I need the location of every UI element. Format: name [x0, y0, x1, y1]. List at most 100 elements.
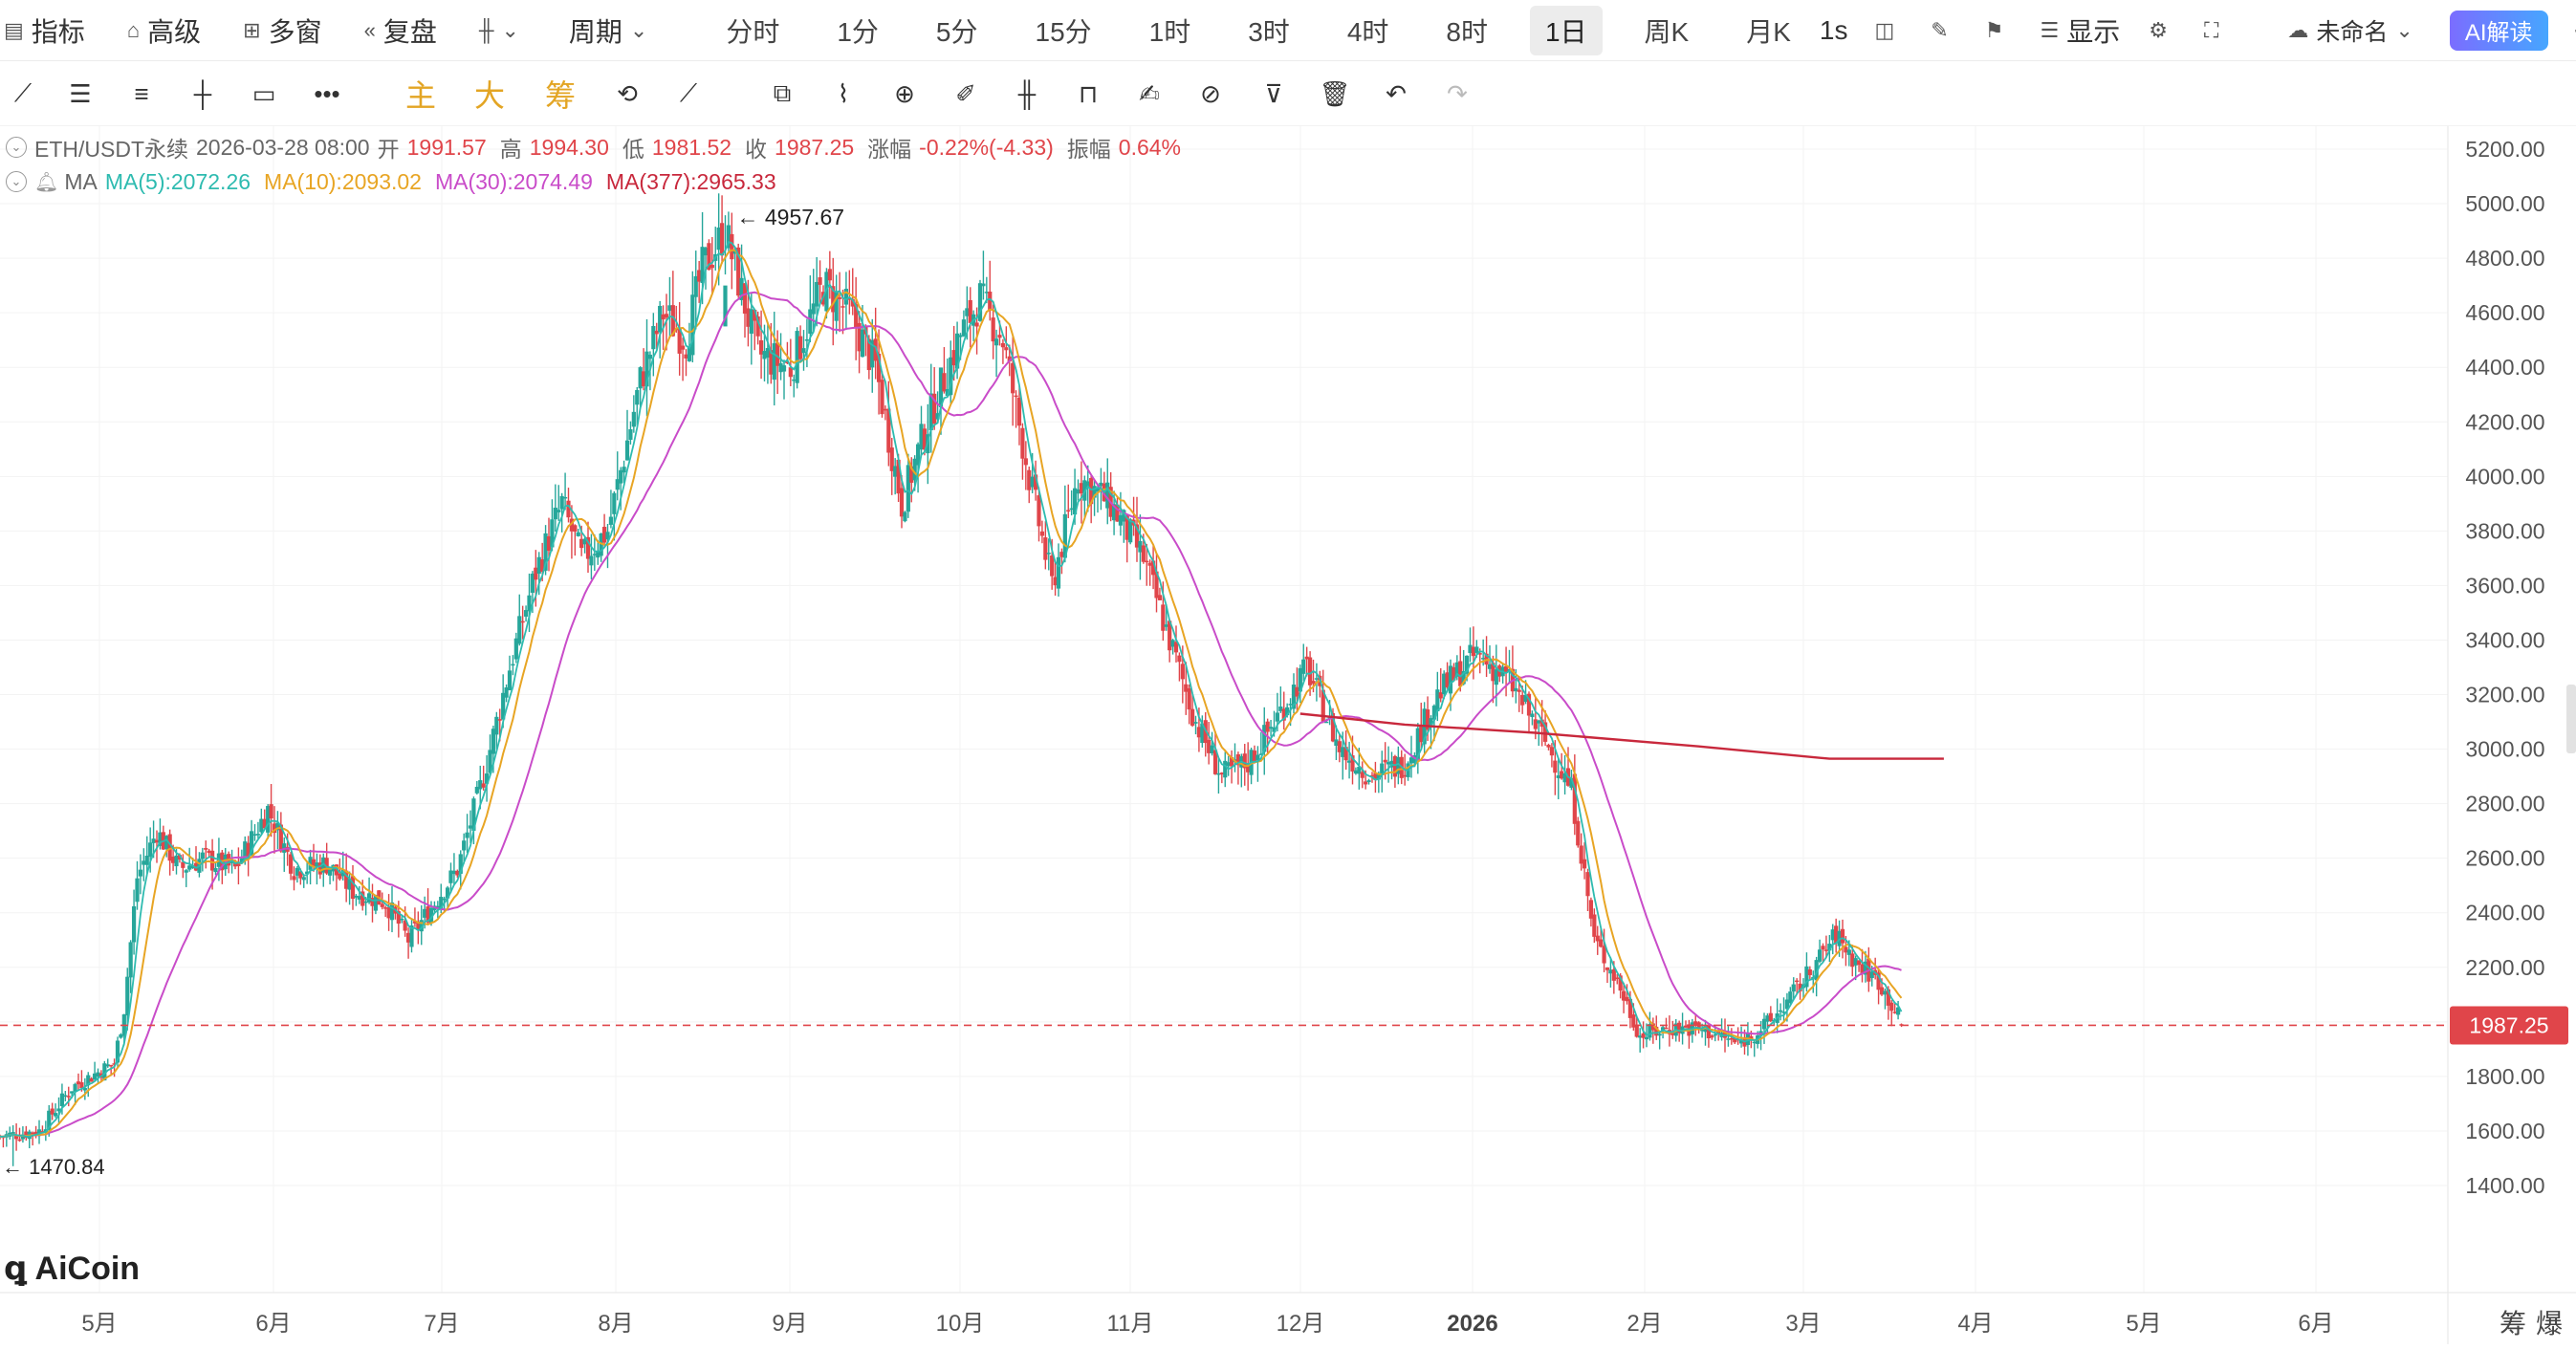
share-button[interactable]: ⋖ — [2573, 0, 2576, 61]
settings-button[interactable]: ⚙ — [2149, 0, 2175, 61]
period-10[interactable]: 月K — [1731, 6, 1806, 55]
y-tick-label: 1600.00 — [2465, 1119, 2544, 1143]
multi-window-button[interactable]: ⊞多窗 — [243, 0, 321, 61]
y-tick-label: 3200.00 — [2465, 683, 2544, 707]
high-label: 高 — [500, 131, 522, 163]
candle-body — [997, 335, 1001, 337]
x-tick-label: 2026 — [1447, 1311, 1497, 1337]
candlestick-chart[interactable]: 5200.005000.004800.004600.004400.004200.… — [0, 126, 2576, 1344]
ruler-icon[interactable]: ⌇ — [824, 75, 862, 113]
candle-body — [573, 525, 577, 532]
x-tick-label: 4月 — [1957, 1311, 1993, 1337]
ma10-value: MA(10):2093.02 — [264, 169, 422, 195]
copy-icon[interactable]: ⧉ — [763, 75, 801, 113]
period-5[interactable]: 3时 — [1233, 6, 1305, 55]
candle-body — [798, 337, 802, 359]
main-chip-button[interactable]: 主 — [402, 75, 440, 113]
collapse-icon[interactable]: ⌄ — [6, 171, 27, 192]
candle-body — [511, 664, 514, 666]
trend-line-icon[interactable]: ⟋ — [4, 75, 42, 113]
replay-button[interactable]: «复盘 — [364, 0, 437, 61]
brush-icon[interactable]: ✐ — [947, 75, 985, 113]
side-panel-handle[interactable] — [2566, 685, 2576, 753]
indicators-button[interactable]: ▤指标 — [4, 0, 85, 61]
period-0[interactable]: 分时 — [710, 6, 795, 55]
candlestick-icon: ╫ — [479, 18, 494, 43]
candles-icon[interactable]: ╫ — [1008, 75, 1046, 113]
period-2[interactable]: 5分 — [921, 6, 993, 55]
ma377-value: MA(377):2965.33 — [606, 169, 776, 195]
candle-body — [1043, 537, 1047, 560]
min-price-label: ← 1470.84 — [2, 1155, 105, 1179]
screenshot-button[interactable]: ◫ — [1875, 0, 1903, 61]
link-icon[interactable]: ⊘ — [1191, 75, 1230, 113]
candle-body — [1635, 1025, 1639, 1037]
datetime: 2026-03-28 08:00 — [196, 135, 370, 161]
advanced-button[interactable]: ⌂高级 — [127, 0, 201, 61]
chart-type-button[interactable]: ╫⌄ — [479, 0, 527, 61]
x-tick-label: 5月 — [2126, 1311, 2161, 1337]
trash-icon[interactable]: 🗑 — [1316, 75, 1354, 113]
big-order-button[interactable]: 大 — [470, 75, 509, 113]
x-tick-label: 11月 — [1107, 1311, 1154, 1337]
candle-body — [622, 467, 625, 472]
candle-body — [828, 269, 832, 280]
drawing-toolbar: ⟋ ☰ ≡ ┼ ▭ ••• 主 大 筹 ⟲ ⟋ ⧉ ⌇ ⊕ ✐ ╫ ⊓ ✍ ⊘ … — [0, 61, 2576, 126]
period-dropdown[interactable]: 周期⌄ — [569, 0, 655, 61]
more-tools-icon[interactable]: ••• — [308, 75, 346, 113]
share-icon: ⋖ — [2573, 14, 2576, 46]
candle-body — [648, 355, 652, 359]
ma377-line — [1300, 714, 1944, 759]
candle-body — [942, 373, 946, 391]
candle-body — [1004, 347, 1008, 350]
candle-body — [628, 429, 632, 440]
x-tick-label: 10月 — [936, 1311, 985, 1337]
chips-button[interactable]: 筹 — [541, 75, 579, 113]
chips-toggle[interactable]: 筹 — [2500, 1309, 2526, 1338]
fullscreen-button[interactable]: ⛶ — [2204, 0, 2226, 61]
close-label: 收 — [745, 131, 767, 163]
open-value: 1991.57 — [407, 135, 487, 161]
unlock-icon[interactable]: ⊓ — [1069, 75, 1107, 113]
candle-body — [67, 1096, 71, 1098]
parallel-lines-icon[interactable]: ☰ — [61, 75, 99, 113]
horizontal-line-icon[interactable]: ┼ — [184, 75, 222, 113]
period-7[interactable]: 8时 — [1430, 6, 1503, 55]
magnet-icon[interactable]: ⟲ — [608, 75, 646, 113]
candle-body — [974, 322, 978, 326]
fib-lines-icon[interactable]: ≡ — [122, 75, 161, 113]
layout-dropdown[interactable]: ☁未命名⌄ — [2287, 0, 2420, 61]
ma30-line — [0, 293, 1902, 1137]
redo-icon[interactable]: ↷ — [1438, 75, 1476, 113]
draw-button[interactable]: ✎ — [1931, 0, 1955, 61]
ai-button[interactable]: AI解读 — [2450, 0, 2548, 61]
bell-icon[interactable]: 🔔︎ — [34, 170, 58, 194]
period-9[interactable]: 周K — [1629, 6, 1705, 55]
speed-button[interactable]: 1s — [1820, 0, 1848, 61]
edit-icon[interactable]: ✍ — [1130, 75, 1168, 113]
alert-button[interactable]: ⚑ — [1985, 0, 2012, 61]
chevron-down-icon: ⌄ — [2395, 18, 2412, 43]
liquidation-toggle[interactable]: 爆 — [2536, 1309, 2563, 1338]
lock-drawing-icon[interactable]: ⟋ — [669, 75, 708, 113]
display-button[interactable]: ☰显示 — [2040, 0, 2120, 61]
collapse-icon[interactable]: ⌄ — [6, 137, 27, 158]
zoom-in-icon[interactable]: ⊕ — [885, 75, 924, 113]
period-4[interactable]: 1时 — [1134, 6, 1207, 55]
period-8[interactable]: 1日 — [1530, 6, 1603, 55]
candle-body — [1474, 646, 1478, 652]
filter-icon[interactable]: ⊽ — [1255, 75, 1293, 113]
y-tick-label: 3400.00 — [2465, 627, 2544, 652]
candle-body — [1792, 985, 1796, 992]
ma-info: ⌄ 🔔︎ MA MA(5):2072.26 MA(10):2093.02 MA(… — [0, 164, 776, 199]
y-tick-label: 2800.00 — [2465, 792, 2544, 816]
candle-body — [1546, 745, 1550, 748]
undo-icon[interactable]: ↶ — [1377, 75, 1415, 113]
period-6[interactable]: 4时 — [1332, 6, 1405, 55]
x-tick-label: 6月 — [2298, 1311, 2333, 1337]
rectangle-icon[interactable]: ▭ — [245, 75, 283, 113]
period-3[interactable]: 15分 — [1020, 6, 1107, 55]
period-1[interactable]: 1分 — [821, 6, 894, 55]
